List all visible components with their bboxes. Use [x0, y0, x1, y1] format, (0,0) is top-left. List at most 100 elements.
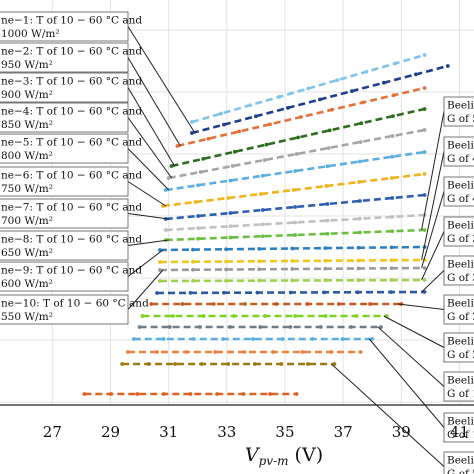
- series-11-point: [323, 246, 328, 251]
- annotation-4-line-2: 850 W/m²: [1, 119, 53, 131]
- series-18-point: [318, 325, 323, 329]
- annotation-6-line-1: ne−6: T of 10 − 60 °C and: [1, 170, 142, 182]
- annotation-19: Beelin G of 1: [368, 338, 474, 443]
- series-21-point: [252, 362, 257, 366]
- annotation-3-line-2: 900 W/m²: [1, 89, 53, 101]
- annotation-17-leader: [383, 315, 445, 348]
- series-18-point: [258, 325, 263, 329]
- x-axis-label-main: V: [245, 444, 261, 466]
- series-19-point: [340, 337, 345, 341]
- annotation-2-line-1: ne−2: T of 10 − 60 °C and: [1, 46, 142, 58]
- series-12-point: [290, 259, 295, 263]
- series-10: [163, 228, 427, 242]
- series-10-point: [422, 228, 427, 232]
- annotation-8-line-1: ne−8: T of 10 − 60 °C and: [1, 234, 142, 246]
- series-17-point: [140, 314, 145, 318]
- series-6-point: [357, 159, 362, 164]
- series-17-point: [293, 314, 298, 318]
- series-7-point: [389, 176, 394, 180]
- series-1-point: [248, 103, 252, 108]
- series-9-point: [390, 214, 395, 219]
- series-3-point: [206, 136, 211, 141]
- series-13-point: [389, 266, 394, 271]
- annotation-20-line-1: Beelin: [447, 455, 474, 467]
- series-8-point: [422, 193, 427, 197]
- series-17-point: [323, 314, 328, 318]
- series-17-point: [262, 314, 267, 318]
- series-16-point: [336, 302, 341, 306]
- series-3-point: [299, 115, 303, 119]
- annotation-11-line-1: Beelin: [447, 100, 474, 112]
- annotation-3-leader: [127, 87, 176, 167]
- series-13-point: [290, 267, 295, 271]
- annotation-18-line-2: G of 1: [447, 388, 474, 400]
- series-15-point: [355, 290, 360, 295]
- series-14-point: [422, 278, 427, 282]
- annotation-7-box: [0, 198, 129, 229]
- annotation-5-line-2: 800 W/m²: [1, 150, 53, 162]
- series-19-point: [370, 337, 375, 341]
- annotation-13: BeelinG of 4: [421, 176, 474, 269]
- series-13: [158, 266, 427, 272]
- series-13-point: [191, 267, 195, 272]
- series-20: [126, 350, 363, 354]
- series-12: [158, 258, 427, 264]
- series-11-point: [356, 245, 361, 250]
- series-12-point: [323, 258, 328, 263]
- series-14-point: [224, 278, 228, 283]
- series-4-point: [359, 121, 364, 126]
- series-1-point: [306, 86, 311, 91]
- series-13-point: [422, 266, 427, 270]
- series-20-point: [271, 350, 276, 354]
- annotation-12-line-2: G of 4: [447, 153, 474, 165]
- annotation-1-box: [0, 11, 129, 42]
- series-2-point: [190, 131, 194, 135]
- series-8-point: [196, 214, 201, 218]
- annotation-17-box: [443, 332, 474, 363]
- series-7-point: [259, 192, 263, 196]
- series-12-point: [389, 258, 394, 263]
- annotation-20: BeelinG of 5: [331, 363, 474, 474]
- series-5-point: [262, 158, 267, 162]
- series-6: [163, 150, 427, 192]
- annotation-13-box: [443, 176, 474, 207]
- annotation-18: BeelinG of 1: [377, 326, 474, 402]
- series-4-point: [391, 114, 395, 119]
- series-4-point: [201, 156, 206, 161]
- series-18-point: [137, 325, 142, 329]
- series-16-point: [243, 302, 247, 306]
- x-tick-label-3: 33: [217, 423, 236, 441]
- series-2-point: [349, 89, 354, 94]
- series-2-point: [222, 122, 226, 127]
- series-22-point: [135, 392, 140, 396]
- series-3-point: [175, 144, 180, 148]
- annotation-9-leader: [127, 249, 164, 277]
- series-21: [120, 362, 337, 366]
- annotation-16-box: [443, 294, 474, 325]
- annotation-11-box: [443, 96, 474, 127]
- series-18-point: [198, 325, 202, 329]
- series-16-point: [274, 302, 279, 306]
- series-6-point: [293, 169, 298, 173]
- series-5-point: [198, 170, 203, 174]
- series-20-point: [213, 350, 218, 354]
- annotation-15-box: [443, 255, 474, 286]
- annotation-5-leader: [127, 148, 170, 191]
- annotation-6-leader: [127, 181, 167, 207]
- annotation-7-line-2: 700 W/m²: [1, 215, 53, 227]
- series-22-point: [108, 392, 113, 396]
- annotation-19-line-1: Beelin: [447, 416, 474, 428]
- annotation-17-line-2: G of 2: [447, 349, 474, 361]
- series-5-point: [326, 146, 331, 150]
- series-19-point: [221, 337, 226, 341]
- series-7-point: [193, 200, 198, 204]
- series-16-point: [368, 302, 372, 306]
- series-4-point: [422, 107, 427, 111]
- annotation-15-line-1: Beelin: [447, 259, 474, 271]
- series-18-point: [348, 325, 353, 329]
- series-layer: [82, 53, 450, 396]
